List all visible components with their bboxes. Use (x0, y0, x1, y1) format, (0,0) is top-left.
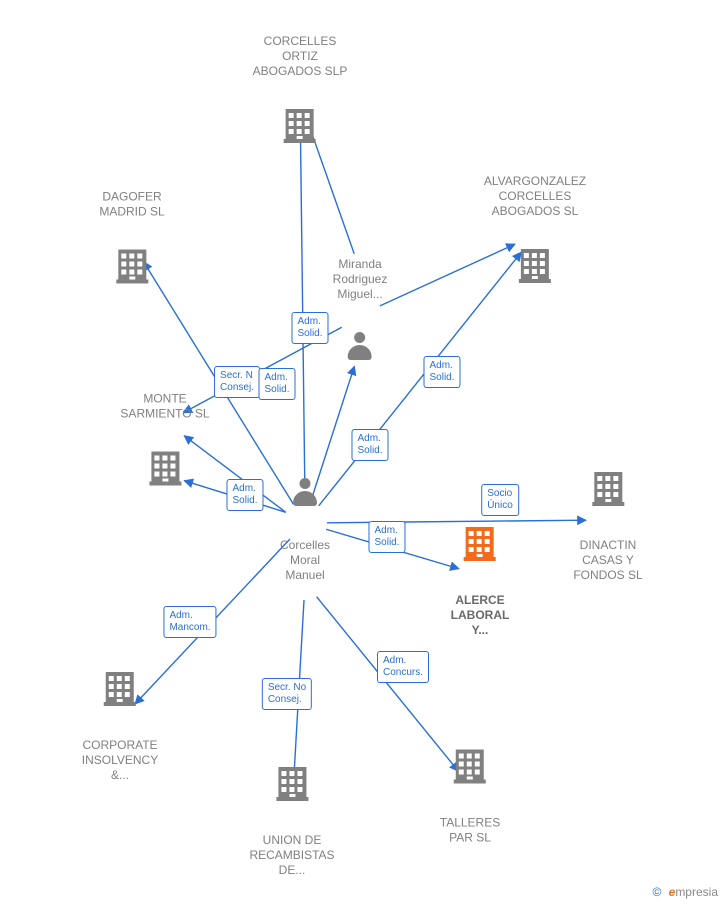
building-icon (278, 767, 306, 801)
network-diagram: Corcelles Moral Manuel Miranda Rodriguez… (0, 0, 728, 905)
company-node-corporate_ins[interactable]: CORPORATE INSOLVENCY &... (82, 627, 158, 813)
person-icon (292, 478, 318, 506)
edge-label-corcelles_moral-talleres_par: Adm. Concurs. (377, 651, 429, 683)
edge-label-corcelles_moral-corporate_ins: Adm. Mancom. (163, 606, 216, 638)
node-label: CORCELLES ORTIZ ABOGADOS SLP (253, 34, 348, 79)
edge-label-corcelles_moral-dinactin: Socio Único (481, 484, 519, 516)
company-node-dinactin[interactable]: DINACTIN CASAS Y FONDOS SL (573, 427, 642, 613)
copyright-symbol: © (652, 885, 661, 899)
building-icon (151, 452, 179, 486)
company-node-monte_sarmiento[interactable]: MONTE SARMIENTO SL (120, 360, 209, 531)
company-node-corcelles_ortiz[interactable]: CORCELLES ORTIZ ABOGADOS SLP (253, 2, 348, 188)
company-node-union_recamb[interactable]: UNION DE RECAMBISTAS DE... (249, 722, 334, 905)
edge-label-corcelles_moral-union_recamb: Secr. No Consej. (262, 678, 312, 710)
company-node-alvargonzalez[interactable]: ALVARGONZALEZ CORCELLES ABOGADOS SL (484, 142, 586, 328)
edge-label-corcelles_moral-monte_sarmiento: Adm. Solid. (226, 479, 263, 511)
node-label: Corcelles Moral Manuel (280, 538, 330, 583)
edge-label-corcelles_moral-monte_sarmiento: Secr. N Consej. (214, 366, 260, 398)
node-label: Miranda Rodriguez Miguel... (333, 257, 388, 302)
building-icon (456, 750, 484, 784)
brand-logo-rest: mpresia (675, 885, 718, 899)
building-icon (594, 472, 622, 506)
building-icon (106, 672, 134, 706)
company-node-dagofer[interactable]: DAGOFER MADRID SL (99, 158, 164, 329)
node-label: DAGOFER MADRID SL (99, 190, 164, 220)
building-icon (521, 249, 549, 283)
person-node-corcelles_moral[interactable]: Corcelles Moral Manuel (280, 433, 330, 613)
edge-label-corcelles_moral-alerce: Adm. Solid. (368, 521, 405, 553)
person-node-miranda[interactable]: Miranda Rodriguez Miguel... (333, 225, 388, 405)
company-node-talleres_par[interactable]: TALLERES PAR SL (440, 705, 500, 876)
edge-label-corcelles_moral-corcelles_ortiz: Adm. Solid. (291, 312, 328, 344)
building-icon (286, 109, 314, 143)
edge-label-corcelles_moral-miranda: Adm. Solid. (351, 429, 388, 461)
edge-label-miranda-monte_sarmiento: Adm. Solid. (258, 368, 295, 400)
node-label: ALVARGONZALEZ CORCELLES ABOGADOS SL (484, 174, 586, 219)
building-icon (118, 250, 146, 284)
edge-corcelles_moral-talleres_par (317, 597, 459, 772)
edge-label-corcelles_moral-alvargonzalez: Adm. Solid. (423, 356, 460, 388)
building-icon (466, 527, 494, 561)
person-icon (347, 332, 373, 360)
footer-attribution: © empresia (652, 885, 718, 899)
node-label: MONTE SARMIENTO SL (120, 392, 209, 422)
